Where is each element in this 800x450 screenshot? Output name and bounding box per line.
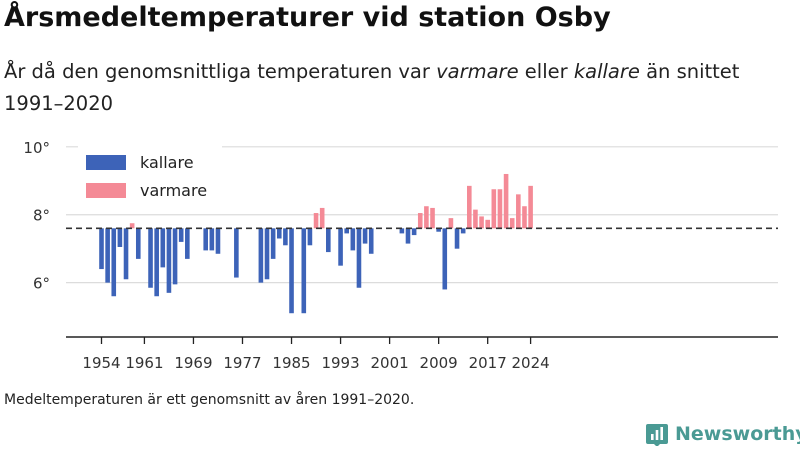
x-tick-label: 1954 [82,354,120,372]
y-tick-label: 8° [33,207,50,225]
bar-2016 [479,216,484,229]
bar-1965 [166,228,172,293]
bar-1956 [111,228,117,297]
bar-1997 [362,228,368,244]
bar-2024 [528,185,533,229]
footnote: Medeltemperaturen är ett genomsnitt av å… [4,392,415,408]
subtitle-text-end: än snittet 1991–2020 [4,60,740,115]
bar-1996 [356,228,362,288]
x-tick-label: 1977 [223,354,261,372]
bar-1990 [319,207,325,229]
bar-2011 [448,218,454,229]
bar-1984 [283,228,288,246]
legend-swatch-kallare [86,155,126,170]
bar-2008 [430,207,435,229]
chart-title: Årsmedeltemperaturer vid station Osby [4,2,611,33]
brand-logo: Newsworthy [645,421,800,447]
bar-1960 [135,228,141,259]
x-tick-label: 1969 [174,354,212,372]
bar-1985 [289,228,294,314]
subtitle-emphasis-warmer: varmare [436,60,519,83]
bar-2007 [424,206,429,229]
bar-2012 [454,228,460,249]
bar-2014 [467,185,472,229]
x-tick-label: 1985 [272,354,310,372]
bar-1964 [160,228,166,268]
legend-label-kallare: kallare [140,153,194,172]
bar-1993 [338,228,343,266]
legend-swatch-varmare [86,183,126,198]
bar-2004 [405,228,411,244]
bar-2017 [485,219,490,229]
bar-2005 [411,228,417,236]
bar-2006 [417,213,423,229]
bar-2020 [503,173,509,229]
bar-1968 [185,228,190,259]
bar-1971 [203,228,209,251]
subtitle-emphasis-colder: kallare [573,60,640,83]
bar-1962 [148,228,153,288]
bar-2023 [522,206,527,229]
bar-2015 [473,209,478,229]
bar-2022 [516,194,521,229]
legend: kallare varmare [78,146,222,208]
bar-1973 [215,228,221,254]
bar-1963 [154,228,159,297]
bar-2018 [491,189,497,229]
bar-2009 [436,228,441,232]
bar-1958 [123,228,129,280]
x-tick-label: 2009 [420,354,458,372]
legend-label-varmare: varmare [140,181,207,200]
bar-1998 [368,228,374,254]
bar-1991 [326,228,331,253]
bar-2019 [497,189,503,229]
bar-1957 [117,228,123,247]
bar-1967 [178,228,184,242]
chart-subtitle: År då den genomsnittliga temperaturen va… [4,56,784,120]
bar-1981 [264,228,270,280]
axes: 6° 8° 10° 1954 1961 1969 1977 1985 1993 2001 2009 2… [23,139,778,372]
brand-name: Newsworthy [675,423,800,445]
bar-1987 [301,228,307,314]
bar-2021 [509,218,515,229]
subtitle-text-middle: eller [518,60,574,83]
x-tick-label: 1961 [125,354,163,372]
bar-2013 [460,228,466,234]
y-tick-label: 10° [23,139,50,157]
bar-1995 [350,228,356,251]
bar-2010 [442,228,448,290]
bar-1982 [270,228,276,259]
y-tick-label: 6° [33,275,50,293]
bar-1976 [234,228,239,278]
x-tick-label: 2001 [371,354,409,372]
bars [99,173,533,314]
bar-1988 [307,228,313,246]
bar-2003 [399,228,405,234]
bar-1955 [105,228,110,283]
bar-1972 [209,228,215,251]
x-tick-label: 2017 [469,354,507,372]
bar-1994 [344,228,349,234]
bar-1980 [258,228,264,283]
bar-1989 [313,213,319,229]
subtitle-text-start: År då den genomsnittliga temperaturen va… [4,60,437,83]
x-tick-label: 1993 [321,354,359,372]
bar-1983 [276,228,282,239]
bar-chart-logo-icon [646,424,668,446]
bar-1959 [129,223,135,229]
bar-1954 [99,228,104,270]
bar-1966 [172,228,178,285]
x-tick-label: 2024 [512,354,550,372]
